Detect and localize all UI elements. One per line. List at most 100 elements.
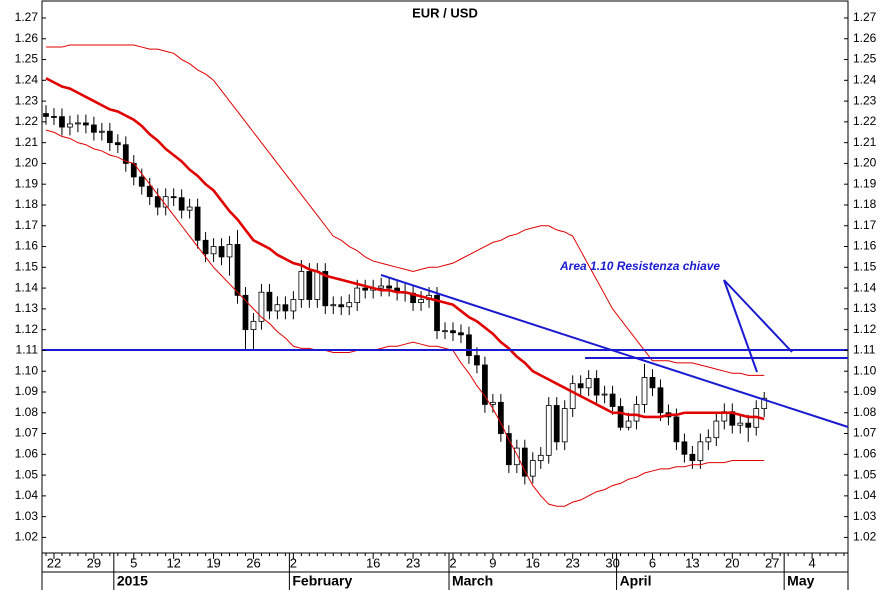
candle-body <box>51 116 57 118</box>
annotation: Area 1.10 Resistenza chiave <box>559 259 720 273</box>
y-tick-label: 1.09 <box>853 384 877 398</box>
y-tick-label: 1.21 <box>15 135 39 149</box>
y-tick-label: 1.10 <box>15 363 39 377</box>
candle-body <box>681 441 688 455</box>
x-tick-label: 29 <box>87 555 101 570</box>
y-tick-label: 1.17 <box>853 218 877 232</box>
candle-body <box>330 304 337 307</box>
y-tick-label: 1.24 <box>853 72 877 86</box>
candle-body <box>266 291 273 312</box>
period-label: May <box>787 573 814 589</box>
candle-body <box>553 405 560 443</box>
candle-body <box>434 294 440 332</box>
candle-body <box>537 454 544 461</box>
candle-body <box>569 383 576 409</box>
candle-body <box>274 304 281 312</box>
y-tick-label: 1.15 <box>15 259 39 273</box>
x-tick-label: 2 <box>449 555 456 570</box>
x-tick-label: 30 <box>605 555 619 570</box>
candle-body <box>513 447 520 466</box>
y-tick-label: 1.10 <box>853 363 877 377</box>
candle-body <box>362 287 369 291</box>
candle-body <box>290 299 297 312</box>
candle-body <box>641 377 648 405</box>
y-tick-label: 1.19 <box>15 176 39 190</box>
candle-body <box>497 401 504 434</box>
candle-body <box>210 246 217 255</box>
candle-body <box>354 287 361 304</box>
candle-body <box>186 206 193 211</box>
candle-body <box>234 244 241 296</box>
chart-title: EUR / USD <box>412 5 478 20</box>
y-tick-label: 1.25 <box>15 52 39 66</box>
y-tick-label: 1.02 <box>15 530 39 544</box>
x-tick-label: 26 <box>246 555 260 570</box>
candle-body <box>649 377 656 389</box>
candle-body <box>306 271 313 300</box>
candle-body <box>386 285 393 289</box>
trend-line <box>380 274 849 428</box>
candle-body <box>521 447 528 477</box>
candle-body <box>138 176 145 187</box>
y-tick-label: 1.26 <box>853 31 877 45</box>
candle-body <box>67 123 73 128</box>
candle-body <box>474 355 480 366</box>
x-tick-label: 23 <box>565 555 579 570</box>
candle-body <box>90 124 97 133</box>
candle-body <box>106 130 113 144</box>
period-label: February <box>292 573 352 589</box>
x-tick-label: 27 <box>765 555 779 570</box>
y-tick-label: 1.24 <box>15 72 39 86</box>
candle-body <box>202 239 209 255</box>
candle-body <box>761 397 768 409</box>
x-tick-label: 19 <box>206 555 220 570</box>
candle-body <box>609 393 616 407</box>
candle-body <box>114 142 121 146</box>
candle-body <box>418 299 424 304</box>
y-tick-label: 1.14 <box>853 280 877 294</box>
y-tick-label: 1.16 <box>853 239 877 253</box>
y-tick-label: 1.15 <box>853 259 877 273</box>
candle-body <box>697 441 704 461</box>
candle-body <box>282 304 289 312</box>
candle-body <box>561 408 568 443</box>
candle-body <box>593 378 600 396</box>
annotations: Area 1.10 Resistenza chiave <box>42 259 849 428</box>
y-tick-label: 1.23 <box>15 93 39 107</box>
y-tick-label: 1.13 <box>853 301 877 315</box>
candle-body <box>458 332 464 336</box>
y-tick-label: 1.09 <box>15 384 39 398</box>
y-tick-label: 1.18 <box>15 197 39 211</box>
candle-body <box>194 206 201 241</box>
candle-body <box>250 320 257 331</box>
y-tick-label: 1.05 <box>15 467 39 481</box>
y-tick-label: 1.12 <box>853 322 877 336</box>
candle-body <box>482 364 488 405</box>
candle-body <box>625 420 632 428</box>
y-tick-label: 1.19 <box>853 176 877 190</box>
y-tick-label: 1.07 <box>853 426 877 440</box>
candle-body <box>617 406 624 428</box>
band-middle <box>45 77 765 421</box>
candle-body <box>122 144 129 164</box>
y-tick-label: 1.22 <box>15 114 39 128</box>
candle-body <box>545 405 552 456</box>
candle-body <box>657 387 664 414</box>
y-tick-label: 1.12 <box>15 322 39 336</box>
candle-body <box>178 197 185 211</box>
candle-body <box>346 302 353 308</box>
x-tick-label: 13 <box>685 555 699 570</box>
y-tick-label: 1.25 <box>853 52 877 66</box>
x-tick-label: 23 <box>406 555 420 570</box>
candle-body <box>442 330 448 333</box>
candle-body <box>98 130 105 133</box>
x-tick-label: 4 <box>808 555 815 570</box>
candle-body <box>298 271 305 300</box>
period-label: 2015 <box>117 573 148 589</box>
candle-body <box>633 404 640 422</box>
y-tick-label: 1.07 <box>15 426 39 440</box>
y-tick-label: 1.17 <box>15 218 39 232</box>
y-tick-label: 1.02 <box>853 530 877 544</box>
candle-body <box>745 422 752 428</box>
arrow-line <box>723 279 793 353</box>
